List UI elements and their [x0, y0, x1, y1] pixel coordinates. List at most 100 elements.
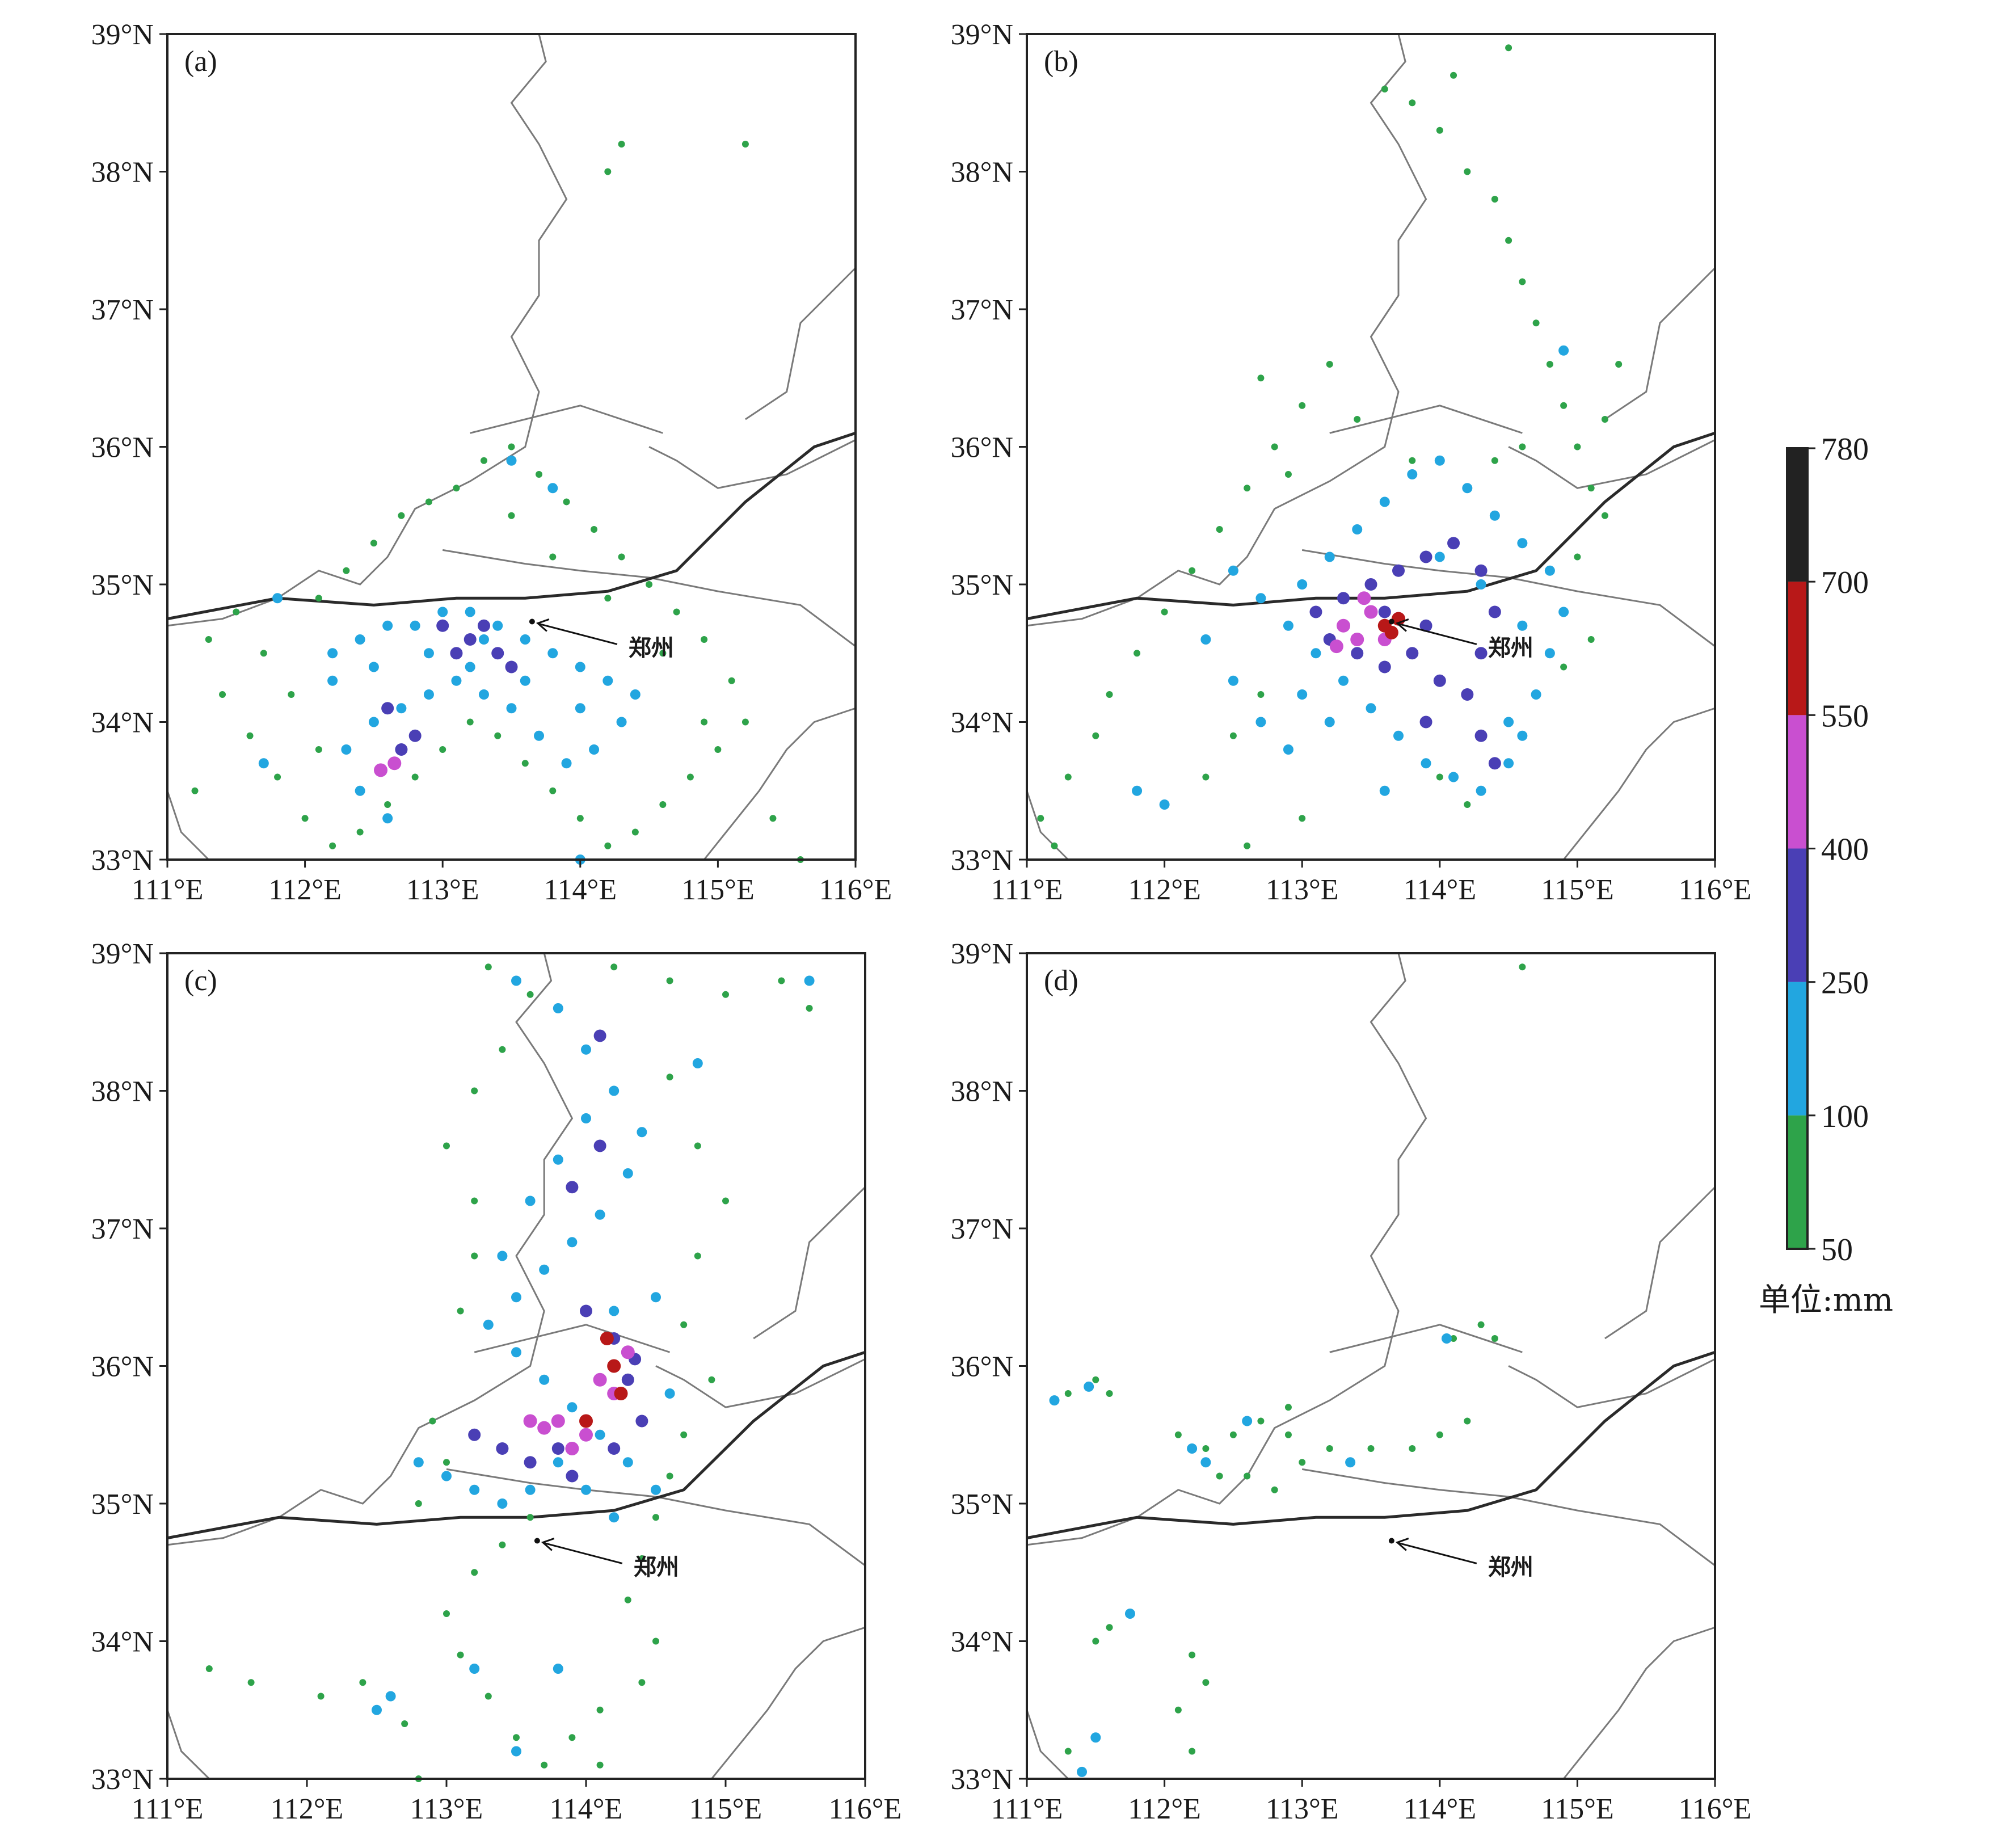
map-panel: 郑州 (c) 111°E 112°E 113°E 114°E 115°E 116°E 33°N 3… [91, 938, 902, 1825]
station-dot-green [1202, 773, 1210, 781]
map-background [1027, 34, 1715, 860]
station-dot-purple [1337, 592, 1350, 605]
station-dot-green [359, 1679, 366, 1686]
station-dot-blue [539, 1264, 550, 1275]
station-dot-blue [609, 1306, 620, 1316]
station-dot-blue [1090, 1732, 1101, 1743]
station-dot-blue [469, 1664, 480, 1674]
station-dot-blue [664, 1388, 675, 1399]
zhengzhou-arrow [1398, 1542, 1477, 1564]
y-tick-label: 39°N [91, 19, 154, 51]
station-dot-green [618, 141, 625, 148]
station-dot-purple [1433, 674, 1446, 687]
station-dot-green [1299, 1459, 1306, 1466]
y-tick-label: 38°N [91, 157, 154, 189]
colorbar-bin [1787, 982, 1807, 1115]
province-boundary [655, 1358, 866, 1408]
station-dot-blue [469, 1484, 480, 1495]
station-dot-blue [465, 662, 475, 672]
station-dot-green [666, 1472, 673, 1480]
station-dot-green [457, 1651, 464, 1658]
station-dot-purple [566, 1181, 579, 1194]
station-dot-blue [553, 1457, 563, 1468]
station-dot-blue [497, 1251, 508, 1261]
station-dot-green [484, 1693, 492, 1700]
colorbar-bin [1787, 448, 1807, 582]
y-tick-label: 39°N [951, 938, 1013, 970]
y-tick-label: 39°N [91, 938, 154, 970]
colorbar-tick-label: 700 [1821, 565, 1869, 600]
station-dot-green [659, 801, 667, 808]
station-dot-purple [1419, 550, 1432, 563]
station-dot-purple [491, 647, 504, 660]
station-dot-green [1299, 402, 1306, 409]
station-dot-blue [511, 1347, 521, 1358]
y-tick-label: 35°N [91, 569, 154, 601]
station-dot-blue [355, 785, 365, 796]
station-dot-green [769, 815, 777, 822]
station-dot-magenta [1350, 633, 1364, 646]
station-dot-green [411, 773, 419, 781]
station-dot-green [1244, 1472, 1251, 1480]
station-dot-green [652, 1637, 659, 1645]
station-dot-green [1244, 842, 1251, 849]
x-tick-label: 113°E [1266, 1793, 1339, 1825]
province-boundary [167, 33, 568, 627]
x-tick-label: 116°E [1679, 874, 1752, 906]
station-dot-green [728, 677, 735, 684]
station-dot-purple [1419, 619, 1432, 632]
station-dot-blue [553, 1003, 563, 1013]
station-dot-green [1367, 1445, 1375, 1452]
panel-label: (d) [1044, 965, 1078, 997]
station-dot-green [680, 1321, 688, 1328]
x-tick-label: 111°E [132, 1793, 204, 1825]
zhengzhou-marker [529, 618, 535, 625]
station-dot-blue [272, 593, 283, 604]
station-dot-green [1574, 443, 1581, 451]
x-tick-label: 113°E [410, 1793, 483, 1825]
station-dot-blue [1489, 510, 1500, 521]
station-dot-blue [258, 758, 269, 769]
station-dot-green [1519, 278, 1526, 285]
arrow-head-icon [1395, 618, 1409, 632]
station-dot-green [343, 567, 350, 574]
station-dot-blue [589, 744, 600, 755]
station-dot-green [694, 1142, 701, 1150]
station-dot-blue [410, 620, 420, 631]
station-dot-green [741, 718, 749, 726]
station-dot-green [1450, 1335, 1457, 1342]
station-dot-blue [372, 1704, 382, 1715]
station-dot-blue [1324, 717, 1335, 727]
station-dot-green [1037, 815, 1044, 822]
station-dot-blue [368, 717, 379, 727]
y-tick-label: 35°N [951, 569, 1013, 601]
station-dot-magenta [387, 756, 402, 771]
station-dot-green [274, 773, 281, 781]
y-tick-label: 38°N [91, 1076, 154, 1108]
station-dot-purple [477, 619, 490, 632]
colorbar-bin [1787, 1115, 1807, 1249]
x-tick-label: 112°E [1128, 1793, 1201, 1825]
station-dot-blue [616, 717, 627, 727]
station-dot-purple [1488, 605, 1501, 618]
station-dot-green [233, 608, 240, 616]
station-dot-green [443, 1610, 450, 1617]
station-dot-blue [327, 675, 338, 686]
station-dot-green [596, 1761, 604, 1769]
station-dot-purple [505, 660, 518, 673]
panel-label: (c) [184, 965, 217, 997]
station-dot-blue [804, 975, 815, 986]
station-dot-purple [1461, 688, 1474, 701]
station-dot-green [673, 608, 680, 616]
station-dot-blue [1517, 538, 1528, 549]
zhengzhou-marker [1388, 1538, 1394, 1544]
station-dot-blue [581, 1113, 591, 1123]
station-dot-blue [609, 1512, 620, 1523]
province-boundary [1562, 707, 1716, 860]
station-dot-magenta [1329, 639, 1343, 654]
station-dot-blue [1255, 717, 1266, 727]
station-dot-green [457, 1307, 464, 1315]
station-dot-green [521, 760, 529, 767]
station-dot-blue [478, 634, 489, 645]
station-dot-purple [1309, 605, 1322, 618]
